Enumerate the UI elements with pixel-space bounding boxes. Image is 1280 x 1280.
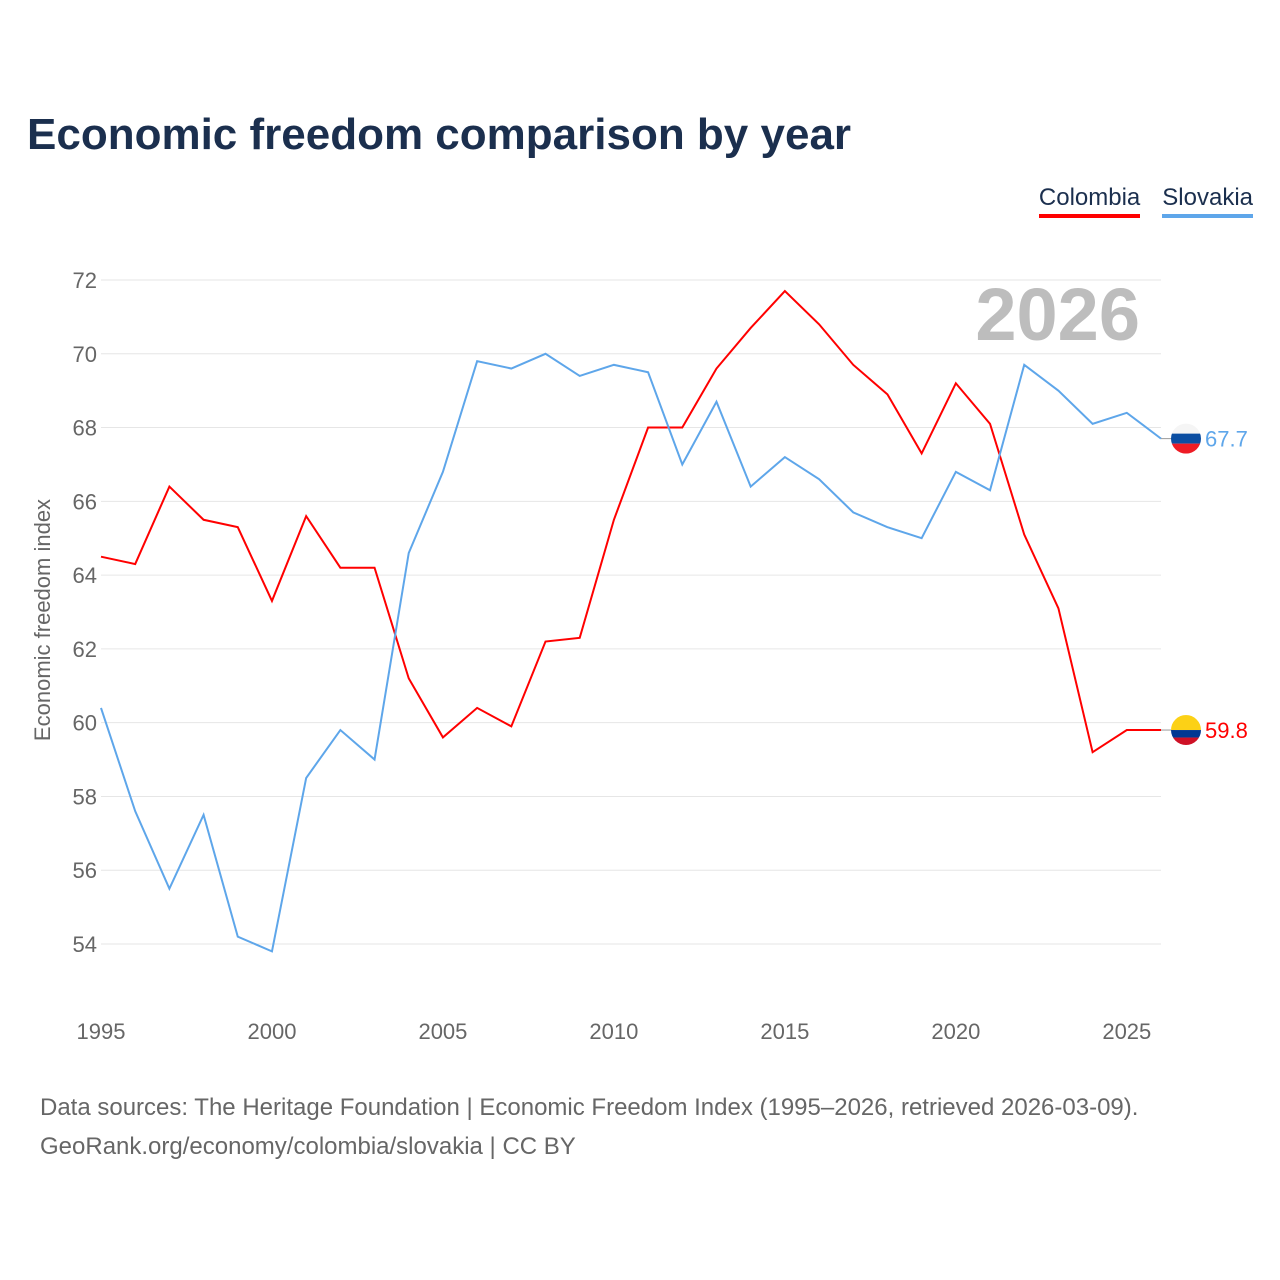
- y-tick-label: 58: [73, 784, 97, 809]
- y-tick-label: 56: [73, 858, 97, 883]
- attribution-text: GeoRank.org/economy/colombia/slovakia | …: [40, 1133, 576, 1160]
- legend-item-colombia[interactable]: Colombia: [1038, 184, 1141, 218]
- x-tick-label: 2020: [931, 1019, 980, 1044]
- flag-icon-slovakia: [1171, 423, 1201, 454]
- x-tick-label: 2005: [418, 1019, 467, 1044]
- data-source-text: Data sources: The Heritage Foundation | …: [40, 1094, 1139, 1121]
- x-tick-label: 2010: [589, 1019, 638, 1044]
- y-tick-label: 64: [73, 563, 97, 588]
- end-value-label: 59.8: [1205, 718, 1248, 743]
- x-tick-label: 1995: [77, 1019, 126, 1044]
- y-tick-label: 62: [73, 637, 97, 662]
- x-tick-label: 2000: [247, 1019, 296, 1044]
- x-tick-label: 2025: [1102, 1019, 1151, 1044]
- x-tick-label: 2015: [760, 1019, 809, 1044]
- y-tick-label: 54: [73, 932, 97, 957]
- legend-item-slovakia[interactable]: Slovakia: [1162, 184, 1253, 218]
- legend: Colombia Slovakia: [1038, 184, 1253, 218]
- chart-title: Economic freedom comparison by year: [27, 110, 852, 159]
- series-line-colombia: [100, 289, 1161, 754]
- year-watermark: 2026: [975, 273, 1140, 356]
- y-tick-label: 68: [73, 416, 97, 441]
- y-tick-label: 70: [73, 342, 97, 367]
- end-value-label: 67.7: [1205, 427, 1248, 452]
- footer: Data sources: The Heritage Foundation | …: [40, 1088, 1138, 1166]
- y-tick-label: 66: [73, 489, 97, 514]
- y-tick-label: 72: [73, 268, 97, 293]
- series-line-slovakia: [100, 352, 1162, 953]
- y-tick-label: 60: [73, 711, 97, 736]
- y-axis-label: Economic freedom index: [30, 499, 55, 741]
- flag-icon-colombia: [1171, 715, 1201, 746]
